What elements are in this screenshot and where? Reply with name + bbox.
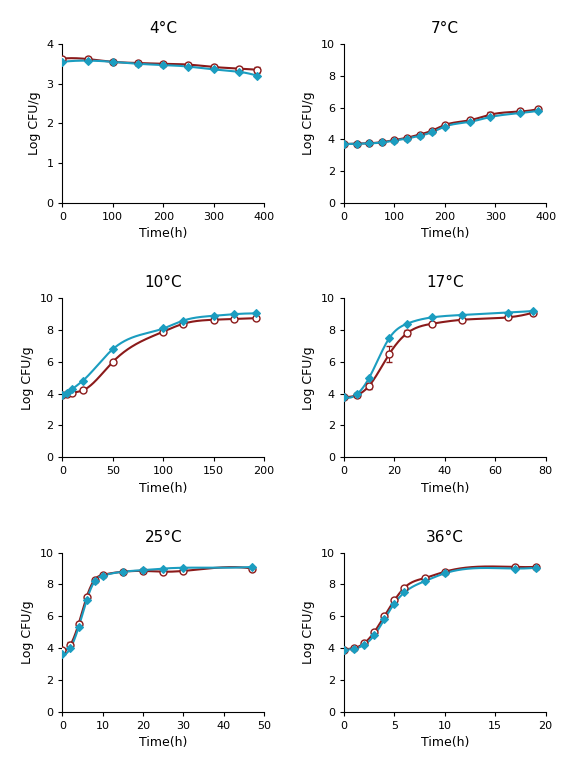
X-axis label: Time(h): Time(h)	[421, 736, 469, 749]
Y-axis label: Log CFU/g: Log CFU/g	[302, 601, 316, 664]
Title: 4°C: 4°C	[149, 21, 177, 36]
Y-axis label: Log CFU/g: Log CFU/g	[21, 601, 34, 664]
Title: 25°C: 25°C	[144, 530, 182, 544]
Title: 10°C: 10°C	[144, 275, 182, 290]
Title: 7°C: 7°C	[431, 21, 459, 36]
X-axis label: Time(h): Time(h)	[139, 227, 188, 240]
Title: 17°C: 17°C	[426, 275, 463, 290]
Y-axis label: Log CFU/g: Log CFU/g	[302, 92, 316, 156]
X-axis label: Time(h): Time(h)	[421, 227, 469, 240]
Title: 36°C: 36°C	[426, 530, 464, 544]
Y-axis label: Log CFU/g: Log CFU/g	[21, 346, 34, 410]
X-axis label: Time(h): Time(h)	[139, 736, 188, 749]
Y-axis label: Log CFU/g: Log CFU/g	[302, 346, 316, 410]
Y-axis label: Log CFU/g: Log CFU/g	[28, 92, 41, 156]
X-axis label: Time(h): Time(h)	[421, 482, 469, 495]
X-axis label: Time(h): Time(h)	[139, 482, 188, 495]
